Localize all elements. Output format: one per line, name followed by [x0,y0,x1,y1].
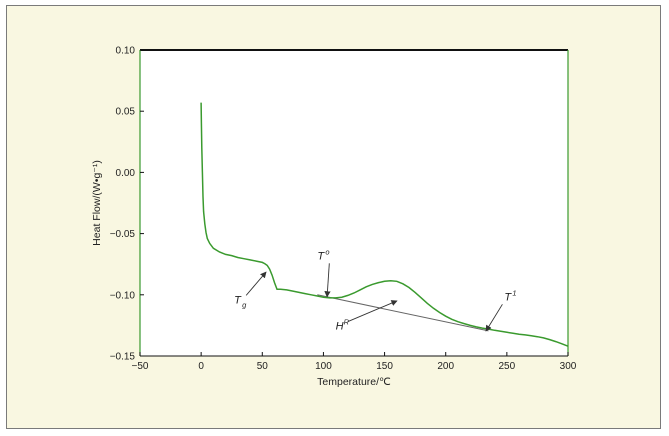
x-tick-label: 250 [499,361,516,372]
annotation-arrow [245,271,267,296]
annotation-superscript: R [344,318,350,327]
heat-flow-series-line [200,102,569,347]
annotation-superscript: 1 [512,288,516,297]
x-tick-label: 0 [198,361,204,372]
x-tick-label: −50 [132,361,149,372]
y-tick-label: −0.15 [110,352,136,363]
annotation-arrow [485,304,503,332]
x-tick-label: 50 [257,361,269,372]
annotation-arrow [324,263,331,298]
annotation-label: T [234,294,242,306]
x-tick-label: 300 [560,361,577,372]
annotation-arrow [347,300,398,323]
y-tick-label: 0.05 [116,107,136,118]
annotation-label: H [336,321,344,333]
y-tick-label: 0.00 [116,168,136,179]
annotation-subscript: g [242,300,247,309]
y-tick-label: 0.10 [116,46,136,57]
x-tick-label: 200 [437,361,454,372]
y-axis-title: Heat Flow/(W•g⁻¹) [91,160,103,246]
annotation-label: T [317,250,325,262]
x-tick-label: 100 [315,361,332,372]
annotation-label: T [504,291,512,303]
x-axis-title: Temperature/℃ [317,376,391,388]
y-tick-label: −0.10 [110,290,136,301]
plot-area [140,50,568,356]
baseline-line [317,294,489,332]
x-tick-label: 150 [376,361,393,372]
y-tick-label: −0.05 [110,229,136,240]
annotation-superscript: o [325,247,329,256]
